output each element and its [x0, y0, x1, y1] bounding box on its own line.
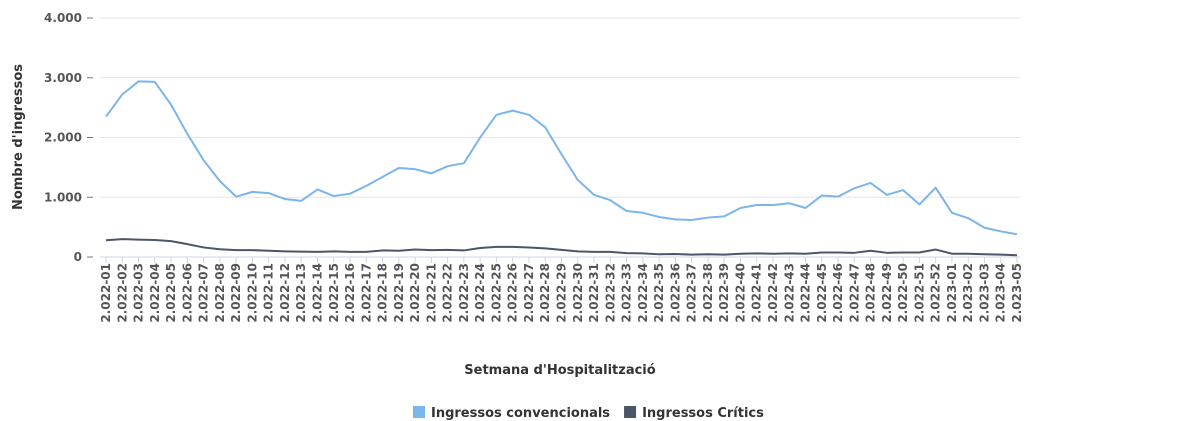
x-tick-label: 2.022-51 [912, 263, 926, 323]
x-tick-label: 2.022-36 [668, 263, 682, 323]
x-tick-label: 2.022-31 [587, 263, 601, 323]
x-tick-label: 2.022-09 [229, 263, 243, 323]
x-tick-label: 2.022-27 [522, 263, 536, 323]
x-tick-label: 2.022-16 [343, 263, 357, 323]
x-tick-label: 2.022-38 [701, 263, 715, 323]
x-tick-label: 2.022-19 [392, 263, 406, 323]
x-tick-label: 2.023-02 [961, 263, 975, 323]
x-tick-label: 2.022-28 [538, 263, 552, 323]
x-tick-label: 2.022-05 [164, 263, 178, 323]
x-tick-label: 2.022-45 [815, 263, 829, 323]
x-tick-label: 2.023-05 [1010, 263, 1024, 323]
x-tick-label: 2.022-06 [180, 263, 194, 323]
x-tick-label: 2.022-30 [571, 263, 585, 323]
x-tick-label: 2.022-52 [929, 263, 943, 323]
y-tick-label: 2.000 [44, 131, 82, 145]
x-tick-label: 2.023-01 [945, 263, 959, 323]
x-tick-label: 2.022-49 [880, 263, 894, 323]
x-tick-label: 2.022-41 [750, 263, 764, 323]
x-tick-label: 2.022-04 [148, 263, 162, 323]
x-tick-label: 2.022-11 [262, 263, 276, 323]
x-tick-label: 2.022-33 [620, 263, 634, 323]
x-tick-label: 2.022-02 [115, 263, 129, 323]
y-tick-label: 4.000 [44, 11, 82, 25]
x-tick-label: 2.022-47 [847, 263, 861, 323]
y-tick-label: 0 [74, 250, 82, 264]
x-axis-title: Setmana d'Hospitalització [464, 363, 655, 378]
x-tick-label: 2.022-37 [685, 263, 699, 323]
x-tick-label: 2.022-44 [799, 263, 813, 323]
x-tick-label: 2.022-50 [896, 263, 910, 323]
series-line [105, 80, 1018, 236]
x-tick-label: 2.022-26 [506, 263, 520, 323]
x-tick-label: 2.022-40 [733, 263, 747, 323]
x-tick-label: 2.022-15 [327, 263, 341, 323]
x-tick-label: 2.022-03 [132, 263, 146, 323]
x-tick-label: 2.022-29 [555, 263, 569, 323]
x-tick-label: 2.022-48 [864, 263, 878, 323]
legend-label: Ingressos Crítics [642, 406, 764, 421]
x-tick-label: 2.022-01 [99, 263, 113, 323]
y-tick-label: 3.000 [44, 71, 82, 85]
x-tick-label: 2.022-25 [489, 263, 503, 323]
y-axis-title: Nombre d'ingressos [11, 64, 26, 210]
x-tick-label: 2.022-34 [636, 263, 650, 323]
x-tick-label: 2.022-24 [473, 263, 487, 323]
x-tick-label: 2.022-46 [831, 263, 845, 323]
x-tick-label: 2.022-17 [359, 263, 373, 323]
series-line [105, 238, 1018, 257]
x-tick-label: 2.022-32 [603, 263, 617, 323]
x-tick-label: 2.023-04 [994, 263, 1008, 323]
x-tick-label: 2.022-08 [213, 263, 227, 323]
x-tick-label: 2.022-39 [717, 263, 731, 323]
x-tick-label: 2.022-12 [278, 263, 292, 323]
x-tick-label: 2.022-20 [408, 263, 422, 323]
x-tick-label: 2.023-03 [977, 263, 991, 323]
x-tick-label: 2.022-10 [245, 263, 259, 323]
x-tick-label: 2.022-35 [652, 263, 666, 323]
x-tick-label: 2.022-23 [457, 263, 471, 323]
x-tick-label: 2.022-13 [294, 263, 308, 323]
x-tick-label: 2.022-07 [197, 263, 211, 323]
legend-swatch [624, 406, 637, 418]
y-tick-label: 1.000 [44, 190, 82, 204]
legend-swatch [413, 406, 425, 418]
x-tick-label: 2.022-21 [424, 263, 438, 323]
x-tick-label: 2.022-42 [766, 263, 780, 323]
x-tick-label: 2.022-14 [310, 263, 324, 323]
x-tick-label: 2.022-43 [782, 263, 796, 323]
legend-label: Ingressos convencionals [431, 406, 610, 421]
x-tick-label: 2.022-18 [376, 263, 390, 323]
x-tick-label: 2.022-22 [441, 263, 455, 323]
